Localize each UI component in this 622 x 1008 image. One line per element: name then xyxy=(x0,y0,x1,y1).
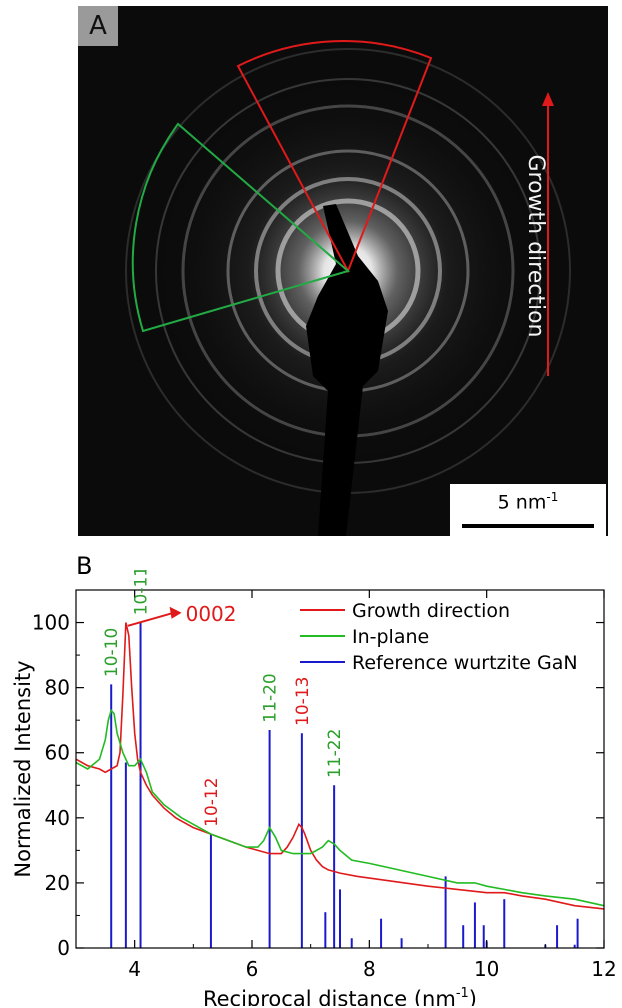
peak-label: 11-20 xyxy=(261,673,281,722)
growth-direction-line xyxy=(75,622,605,910)
scale-bar-line xyxy=(462,524,594,528)
y-axis-label: Normalized Intensity xyxy=(11,660,35,877)
y-tick-label: 60 xyxy=(45,741,70,765)
y-tick-label: 80 xyxy=(45,676,70,700)
peak-label: 10-12 xyxy=(202,777,222,826)
diffraction-pattern xyxy=(78,6,608,536)
panel-b-tag: B xyxy=(76,552,93,580)
annotation-arrowhead xyxy=(169,606,182,619)
plot-frame xyxy=(75,589,605,949)
peak-label: 10-11 xyxy=(132,570,152,615)
peak-label: 11-22 xyxy=(325,729,345,778)
legend-label: Reference wurtzite GaN xyxy=(352,652,578,674)
diffraction-image-panel: A Growth direction 5 nm-1 xyxy=(78,6,608,536)
peak-label: 10-13 xyxy=(293,677,313,726)
x-tick-label: 4 xyxy=(128,957,141,981)
scale-bar-value: 5 nm xyxy=(497,491,547,514)
x-tick-label: 12 xyxy=(591,957,616,981)
y-tick-label: 20 xyxy=(45,871,70,895)
intensity-chart: 4 6 8 10 12 0 20 40 60 80 100 Reciprocal distance (… xyxy=(11,570,617,1006)
x-axis-label: Reciprocal distance (nm-1) xyxy=(203,986,477,1006)
y-tick-label: 0 xyxy=(57,936,70,960)
annotation-arrow xyxy=(127,611,174,627)
peak-label: 10-10 xyxy=(102,628,122,677)
panel-a-tag: A xyxy=(78,6,118,46)
scale-bar-label: 5 nm-1 xyxy=(450,490,606,513)
legend-label: Growth direction xyxy=(352,600,510,622)
y-tick-label: 40 xyxy=(45,806,70,830)
scale-bar: 5 nm-1 xyxy=(450,484,606,536)
x-tick-label: 8 xyxy=(363,957,376,981)
legend-label: In-plane xyxy=(352,626,429,648)
in-plane-line xyxy=(75,708,605,907)
x-tick-label: 10 xyxy=(474,957,499,981)
scale-bar-unit-exponent: -1 xyxy=(546,490,559,504)
growth-direction-label: Growth direction xyxy=(523,154,548,338)
y-tick-label: 100 xyxy=(32,611,70,635)
x-tick-label: 6 xyxy=(246,957,259,981)
peak-annotation-0002: 0002 xyxy=(186,602,237,626)
